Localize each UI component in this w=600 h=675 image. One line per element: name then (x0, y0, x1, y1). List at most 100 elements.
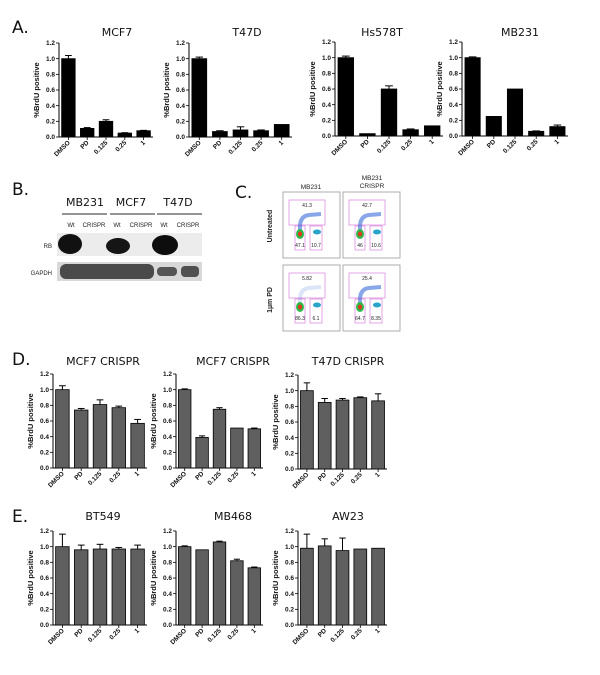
bar (506, 88, 524, 137)
western-blot: MB231 MCF7 T47D Wt CRISPR Wt CRISPR Wt C… (31, 196, 202, 281)
flow-population (357, 212, 382, 231)
y-tick-label: 1.2 (163, 371, 172, 378)
y-axis-label: %BrdU positive (149, 393, 158, 448)
x-tick-label: 1 (134, 627, 142, 635)
bar (353, 548, 368, 626)
y-tick-label: 0.2 (449, 118, 458, 125)
y-tick-label: 0.4 (176, 103, 185, 110)
bar (130, 548, 145, 626)
y-tick-label: 1.2 (285, 372, 294, 379)
chart-title: MCF7 CRISPR (196, 355, 270, 368)
bar (178, 389, 192, 469)
bar (178, 546, 192, 626)
bar (55, 389, 70, 469)
flow-column-label: CRISPR (360, 183, 385, 190)
y-tick-label: 1.0 (322, 55, 331, 62)
bar-chart: MB231 0.0 0.2 0.4 0.6 0.8 1.0 1.2 %BrdU positive… (435, 26, 568, 157)
x-tick-label: 1 (140, 139, 148, 147)
y-tick-label: 0.0 (322, 133, 331, 140)
x-tick-label: 0.125 (329, 471, 346, 488)
x-tick-label: 0.125 (227, 139, 244, 156)
y-tick-label: 0.0 (285, 622, 294, 629)
y-axis-label: %BrdU positive (149, 550, 158, 605)
gate-value: 42.7 (362, 203, 372, 209)
blot-cell-line: T47D (162, 196, 192, 209)
y-tick-label: 0.8 (46, 72, 55, 79)
y-tick-label: 0.6 (46, 87, 55, 94)
x-tick-label: PD (79, 139, 91, 151)
gate-s-phase (348, 199, 386, 226)
bar (212, 131, 228, 138)
gate-s-phase (288, 272, 326, 299)
x-tick-label: 1 (374, 471, 382, 479)
panel-label-c: C. (235, 183, 252, 203)
y-tick-label: 0.2 (163, 607, 172, 614)
x-tick-label: 0.125 (206, 627, 223, 644)
bar-chart: MCF7 CRISPR 0.0 0.2 0.4 0.6 0.8 1.0 1.2 %BrdU po… (149, 355, 270, 489)
gate-value: 6.1 (313, 316, 320, 322)
y-tick-label: 0.4 (449, 102, 458, 109)
gate-s-phase (348, 272, 386, 299)
y-axis-label: %BrdU positive (26, 393, 35, 448)
y-tick-label: 0.4 (40, 434, 49, 441)
gate-value: 25.4 (362, 276, 372, 282)
bar (371, 547, 385, 626)
bar (55, 546, 70, 626)
lane-label: CRISPR (83, 223, 106, 229)
x-tick-label: 1 (374, 627, 382, 635)
y-tick-label: 0.2 (322, 118, 331, 125)
bar (195, 437, 209, 469)
bar (230, 560, 244, 626)
x-tick-label: DMSO (53, 139, 72, 158)
y-axis-label: %BrdU positive (32, 62, 41, 117)
x-tick-label: DMSO (292, 627, 311, 646)
bar (380, 88, 398, 137)
y-tick-label: 0.0 (285, 466, 294, 473)
bar (111, 407, 126, 469)
bar-chart: MCF7 0.0 0.2 0.4 0.6 0.8 1.0 1.2 %BrdU positive D… (32, 26, 153, 158)
x-tick-label: DMSO (457, 138, 476, 157)
y-tick-label: 0.4 (163, 434, 172, 441)
bar (335, 550, 350, 626)
bar (335, 399, 350, 470)
bar (337, 57, 354, 137)
bar (130, 422, 145, 469)
chart-title: T47D (231, 26, 261, 39)
y-tick-label: 0.0 (449, 133, 458, 140)
x-tick-label: 1 (278, 139, 286, 147)
bar (424, 125, 441, 137)
flow-population (373, 229, 381, 235)
flow-cytometry-plots: MB231 MB231 CRISPR Untreated 1µm PD 41.3… (267, 175, 401, 332)
gate-value: 8.35 (371, 316, 381, 322)
bar (117, 132, 132, 138)
flow-column-label: MB231 (362, 175, 383, 182)
x-tick-label: 0.25 (108, 627, 122, 641)
y-tick-label: 0.8 (163, 560, 172, 567)
gapdh-band (157, 267, 177, 276)
panel-label-a: A. (12, 18, 29, 38)
y-tick-label: 1.0 (163, 544, 172, 551)
bar-chart: MB468 0.0 0.2 0.4 0.6 0.8 1.0 1.2 %BrdU positive… (149, 510, 263, 646)
x-tick-label: 0.25 (251, 139, 265, 153)
bar-chart: BT549 0.0 0.2 0.4 0.6 0.8 1.0 1.2 %BrdU positive… (26, 510, 147, 646)
y-tick-label: 0.6 (40, 418, 49, 425)
y-tick-label: 1.0 (163, 387, 172, 394)
x-tick-label: 1 (553, 138, 561, 146)
y-tick-label: 1.0 (40, 544, 49, 551)
y-tick-label: 0.2 (176, 119, 185, 126)
y-tick-label: 0.0 (176, 134, 185, 141)
chart-title: Hs578T (361, 26, 403, 39)
x-tick-label: 0.25 (108, 470, 122, 484)
y-tick-label: 1.2 (322, 39, 331, 46)
gate-value: 64.7 (355, 316, 365, 322)
flow-population (297, 285, 322, 304)
y-tick-label: 0.2 (163, 450, 172, 457)
bar-chart: MCF7 CRISPR 0.0 0.2 0.4 0.6 0.8 1.0 1.2 %BrdU po… (26, 355, 147, 489)
x-tick-label: 1 (428, 138, 436, 146)
x-tick-label: PD (359, 138, 371, 150)
chart-title: MB231 (501, 26, 539, 39)
panel-label-b: B. (12, 180, 29, 200)
x-tick-label: 0.25 (526, 138, 540, 152)
gate-g1 (294, 298, 306, 324)
